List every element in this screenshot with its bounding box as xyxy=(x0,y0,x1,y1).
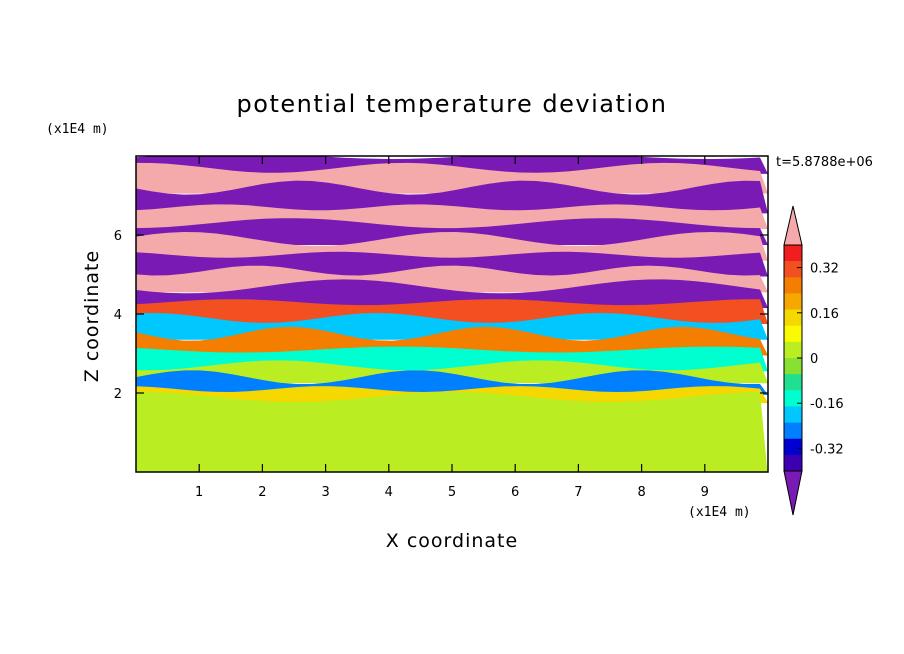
x-tick-label: 1 xyxy=(195,485,203,500)
x-tick-label: 3 xyxy=(321,485,329,500)
x-tick-label: 7 xyxy=(574,485,582,500)
y-tick-label: 4 xyxy=(114,308,122,323)
contour-band xyxy=(136,232,768,261)
colorbar-label: 0 xyxy=(810,352,818,367)
x-tick-label: 9 xyxy=(701,485,709,500)
y-axis-unit: (x1E4 m) xyxy=(46,122,109,137)
x-tick-label: 8 xyxy=(637,485,645,500)
contour-band xyxy=(136,279,768,309)
x-tick-label: 6 xyxy=(511,485,519,500)
colorbar-band xyxy=(784,438,802,456)
chart-title: potential temperature deviation xyxy=(237,90,668,118)
colorbar-under-triangle xyxy=(783,470,803,516)
colorbar-band xyxy=(784,309,802,327)
colorbar-band xyxy=(784,390,802,407)
x-axis-label: X coordinate xyxy=(386,530,518,552)
colorbar-band xyxy=(784,422,802,440)
colorbar-band xyxy=(784,325,802,343)
colorbar-band xyxy=(784,374,802,391)
colorbar: 0.32 0.16 0 -0.16 -0.32 xyxy=(783,205,844,516)
contour-band xyxy=(136,392,768,472)
colorbar-label: -0.32 xyxy=(810,442,844,457)
x-tick-label: 4 xyxy=(385,485,393,500)
y-axis-label: Z coordinate xyxy=(81,250,103,382)
x-tick-label: 2 xyxy=(258,485,266,500)
x-axis-ticks: 1 2 3 4 5 6 7 8 9 xyxy=(195,156,709,500)
colorbar-band xyxy=(784,454,802,472)
colorbar-band xyxy=(784,245,802,262)
x-tick-label: 5 xyxy=(448,485,456,500)
time-label: t=5.8788e+06 xyxy=(776,155,873,170)
colorbar-over-triangle xyxy=(783,205,803,246)
contour-band xyxy=(136,326,768,356)
colorbar-label: 0.32 xyxy=(810,262,839,277)
y-tick-label: 2 xyxy=(114,387,122,402)
y-axis-ticks: 2 4 6 xyxy=(114,229,768,402)
colorbar-band xyxy=(784,277,802,294)
colorbar-band xyxy=(784,293,802,310)
x-axis-unit: (x1E4 m) xyxy=(688,505,751,520)
y-tick-label: 6 xyxy=(114,229,122,244)
colorbar-band xyxy=(784,261,802,278)
colorbar-band xyxy=(784,341,802,359)
colorbar-band xyxy=(784,358,802,375)
contour-band xyxy=(136,218,768,245)
colorbar-label: -0.16 xyxy=(810,397,844,412)
colorbar-band xyxy=(784,406,802,423)
plot-area xyxy=(136,156,768,472)
colorbar-label: 0.16 xyxy=(810,307,839,322)
